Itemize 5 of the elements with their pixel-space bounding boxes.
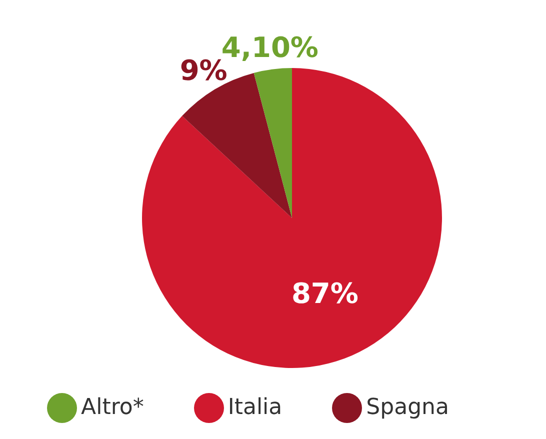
pie-slice <box>254 68 292 218</box>
legend-label: Spagna <box>366 395 449 420</box>
legend-label: Italia <box>228 395 282 420</box>
legend-label: Altro* <box>81 395 144 420</box>
data-label: 87% <box>291 277 358 310</box>
